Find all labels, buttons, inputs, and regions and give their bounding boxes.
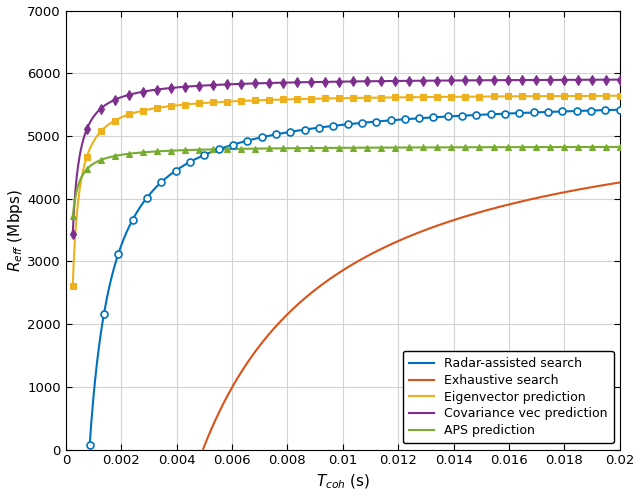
- Exhaustive search: [402, 235, 410, 241]
- Covariance vec prediction: [69, 231, 77, 237]
- Exhaustive search: [604, 181, 611, 187]
- Line: Exhaustive search: Exhaustive search: [203, 182, 620, 449]
- Exhaustive search: [616, 179, 623, 185]
- Eigenvector prediction: [500, 93, 508, 99]
- Line: Radar-assisted search: Radar-assisted search: [90, 110, 620, 445]
- Eigenvector prediction: [616, 93, 623, 99]
- Line: Covariance vec prediction: Covariance vec prediction: [73, 80, 620, 234]
- Radar-assisted search: [86, 442, 93, 448]
- Radar-assisted search: [330, 123, 337, 129]
- Legend: Radar-assisted search, Exhaustive search, Eigenvector prediction, Covariance vec: Radar-assisted search, Exhaustive search…: [403, 351, 614, 443]
- Exhaustive search: [391, 240, 399, 246]
- Eigenvector prediction: [600, 93, 607, 99]
- Radar-assisted search: [113, 256, 120, 262]
- Eigenvector prediction: [97, 129, 104, 135]
- Line: Eigenvector prediction: Eigenvector prediction: [73, 96, 620, 286]
- APS prediction: [69, 214, 77, 220]
- Covariance vec prediction: [616, 77, 623, 83]
- APS prediction: [500, 144, 508, 150]
- Covariance vec prediction: [97, 106, 104, 112]
- Exhaustive search: [199, 446, 207, 452]
- Eigenvector prediction: [69, 283, 77, 289]
- Radar-assisted search: [600, 107, 608, 113]
- X-axis label: $T_{coh}$ (s): $T_{coh}$ (s): [316, 473, 370, 492]
- Covariance vec prediction: [500, 77, 508, 83]
- APS prediction: [600, 144, 608, 150]
- Covariance vec prediction: [321, 79, 328, 85]
- Exhaustive search: [527, 196, 535, 202]
- APS prediction: [616, 144, 623, 150]
- Exhaustive search: [221, 399, 228, 405]
- APS prediction: [335, 145, 342, 151]
- Y-axis label: $R_{eff}$ (Mbps): $R_{eff}$ (Mbps): [6, 188, 24, 271]
- Eigenvector prediction: [600, 93, 608, 99]
- Covariance vec prediction: [600, 77, 607, 83]
- Exhaustive search: [604, 181, 611, 187]
- Radar-assisted search: [616, 107, 623, 113]
- Radar-assisted search: [344, 121, 351, 127]
- Radar-assisted search: [600, 107, 608, 113]
- Eigenvector prediction: [335, 95, 342, 101]
- APS prediction: [97, 157, 104, 163]
- Line: APS prediction: APS prediction: [73, 147, 620, 217]
- Covariance vec prediction: [335, 79, 342, 84]
- Eigenvector prediction: [321, 95, 328, 101]
- Radar-assisted search: [503, 110, 511, 116]
- APS prediction: [321, 145, 328, 151]
- APS prediction: [600, 144, 607, 150]
- Covariance vec prediction: [600, 77, 608, 83]
